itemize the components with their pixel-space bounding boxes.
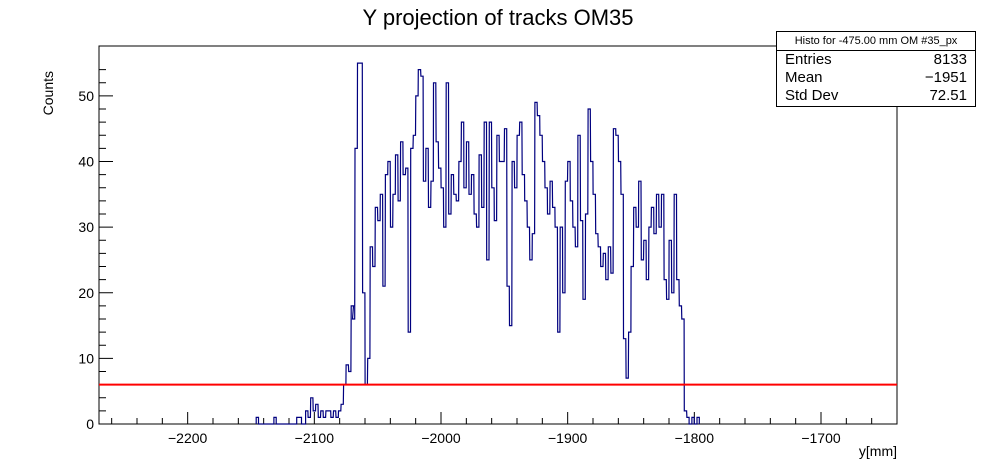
y-axis-label: Counts [40, 71, 56, 115]
stats-entries-value: 8133 [933, 51, 967, 68]
x-tick-label: −1700 [801, 430, 841, 446]
stats-row-stddev: Std Dev 72.51 [777, 87, 975, 105]
x-tick-label: −2200 [168, 430, 208, 446]
histogram-line [255, 62, 700, 425]
y-tick-label: 40 [78, 154, 94, 170]
stats-stddev-value: 72.51 [929, 87, 967, 104]
y-tick-label: 10 [78, 350, 94, 366]
x-tick-label: −2000 [421, 430, 461, 446]
stats-title: Histo for -475.00 mm OM #35_px [777, 32, 975, 51]
axis-ticks: −2200 −2100 −2000 −1900 −1800 −1700 0 10 20 30 40 5… [78, 69, 898, 446]
stats-mean-label: Mean [785, 69, 823, 86]
stats-stddev-label: Std Dev [785, 87, 839, 104]
x-tick-label: −2100 [295, 430, 335, 446]
stats-row-mean: Mean −1951 [777, 69, 975, 87]
x-tick-label: −1900 [548, 430, 588, 446]
y-tick-label: 0 [86, 416, 94, 432]
plot-frame [98, 45, 898, 425]
x-axis-label: y[mm] [859, 443, 897, 459]
stats-box: Histo for -475.00 mm OM #35_px Entries 8… [776, 31, 976, 107]
y-tick-label: 50 [78, 88, 94, 104]
chart-title: Y projection of tracks OM35 [362, 5, 633, 30]
stats-entries-label: Entries [785, 51, 832, 68]
stats-mean-value: −1951 [924, 69, 967, 86]
y-tick-label: 20 [78, 285, 94, 301]
stats-row-entries: Entries 8133 [777, 51, 975, 69]
x-tick-label: −1800 [675, 430, 715, 446]
y-tick-label: 30 [78, 219, 94, 235]
